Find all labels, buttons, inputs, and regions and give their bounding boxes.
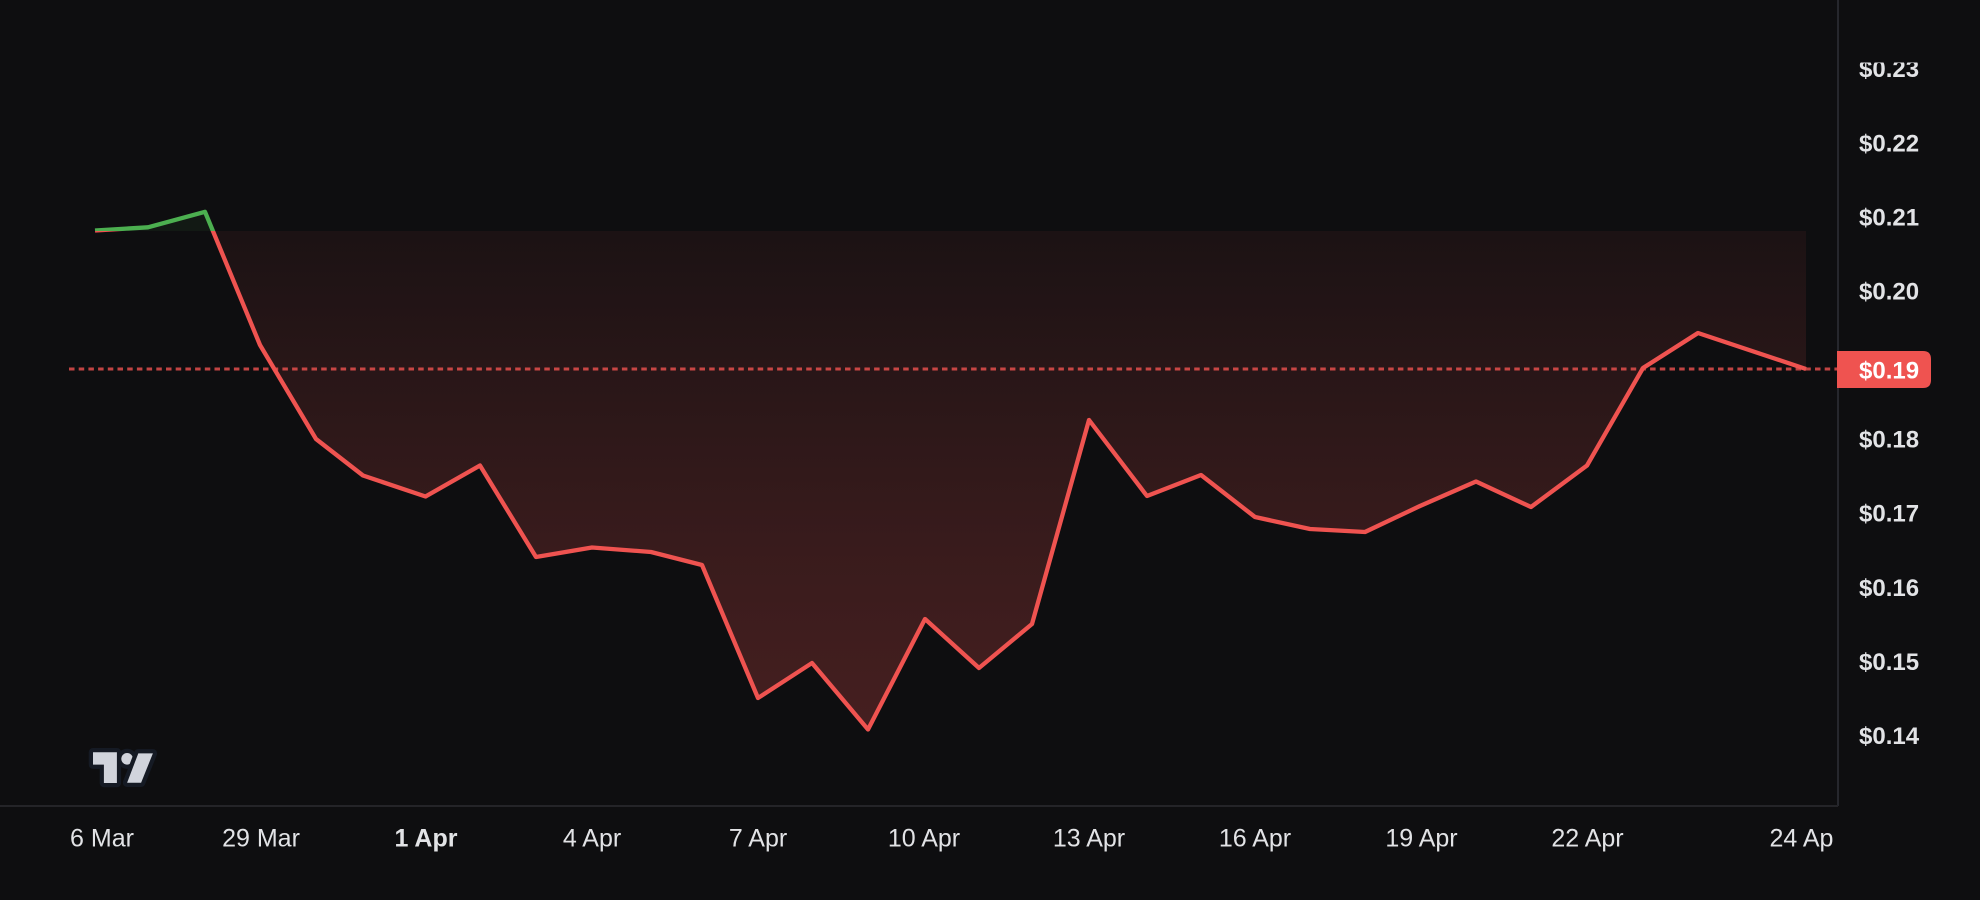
svg-text:$0.22: $0.22 [1859,131,1919,158]
svg-text:6 Mar: 6 Mar [70,825,134,853]
svg-text:$0.23: $0.23 [1859,56,1919,83]
svg-text:$0.15: $0.15 [1859,649,1919,676]
svg-text:7 Apr: 7 Apr [729,825,787,853]
svg-text:$0.19: $0.19 [1859,357,1919,384]
svg-text:24 Ap: 24 Ap [1770,825,1834,853]
svg-text:1 Apr: 1 Apr [395,825,458,853]
svg-text:$0.20: $0.20 [1859,279,1919,306]
svg-text:$0.18: $0.18 [1859,427,1919,454]
svg-text:$0.16: $0.16 [1859,575,1919,602]
svg-text:$0.17: $0.17 [1859,501,1919,528]
svg-text:19 Apr: 19 Apr [1385,825,1457,853]
svg-text:16 Apr: 16 Apr [1219,825,1291,853]
svg-text:29 Mar: 29 Mar [222,825,300,853]
svg-text:4 Apr: 4 Apr [563,825,621,853]
svg-text:13 Apr: 13 Apr [1053,825,1125,853]
svg-text:22 Apr: 22 Apr [1551,825,1623,853]
svg-text:$0.21: $0.21 [1859,205,1919,232]
svg-text:10 Apr: 10 Apr [888,825,960,853]
svg-text:$0.14: $0.14 [1859,723,1920,750]
